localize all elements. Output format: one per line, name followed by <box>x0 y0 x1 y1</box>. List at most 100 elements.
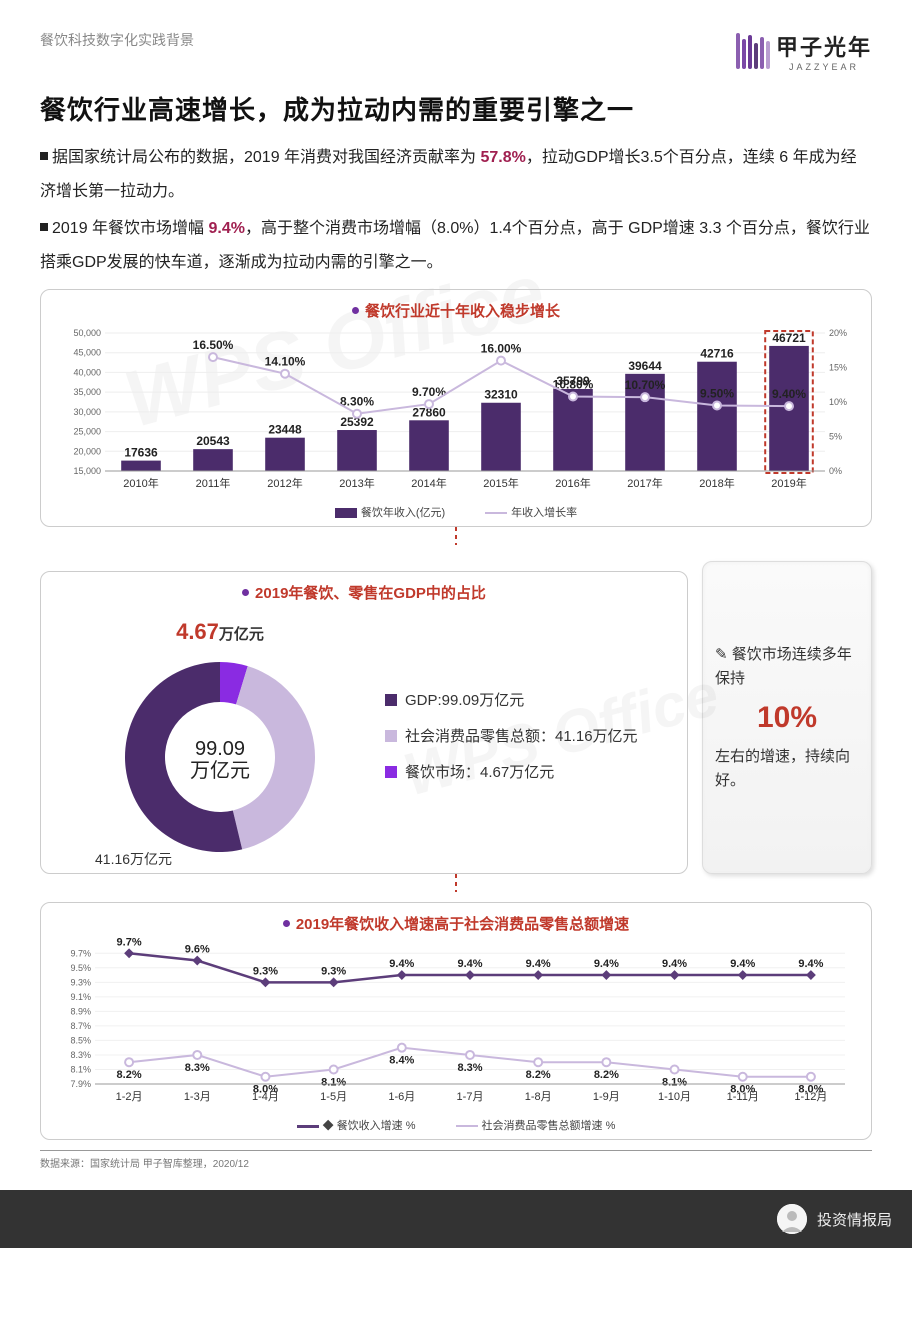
svg-text:50,000: 50,000 <box>73 328 101 338</box>
svg-text:2018年: 2018年 <box>699 476 734 490</box>
svg-text:1-8月: 1-8月 <box>525 1091 552 1103</box>
svg-text:9.40%: 9.40% <box>772 388 806 402</box>
svg-text:1-5月: 1-5月 <box>320 1091 347 1103</box>
svg-text:23448: 23448 <box>268 423 302 437</box>
line-chart-title: 2019年餐饮收入增速高于社会消费品零售总额增速 <box>55 913 857 934</box>
svg-text:9.7%: 9.7% <box>70 949 91 959</box>
svg-text:8.2%: 8.2% <box>594 1070 619 1082</box>
line-chart: 7.9%8.1%8.3%8.5%8.7%8.9%9.1%9.3%9.5%9.7%… <box>55 938 855 1108</box>
donut-chart-panel: 2019年餐饮、零售在GDP中的占比 99.09万亿元 4.67万亿元 41.16万… <box>40 571 688 874</box>
paragraph-2: 2019 年餐饮市场增幅 9.4%，高于整个消费市场增幅（8.0%）1.4个百分… <box>40 212 872 279</box>
svg-text:41.16万亿元: 41.16万亿元 <box>95 851 172 867</box>
breadcrumb: 餐饮科技数字化实践背景 <box>40 30 194 50</box>
bar-chart-title: 餐饮行业近十年收入稳步增长 <box>55 300 857 321</box>
svg-text:2010年: 2010年 <box>123 476 158 490</box>
footer-avatar <box>777 1204 807 1234</box>
line-chart-legend: ◆ 餐饮收入增速 % 社会消费品零售总额增速 % <box>55 1117 857 1133</box>
svg-text:14.10%: 14.10% <box>265 355 306 369</box>
svg-text:4.67万亿元: 4.67万亿元 <box>176 619 264 644</box>
svg-text:10.70%: 10.70% <box>625 379 666 393</box>
connector-line <box>455 527 457 545</box>
highlight-1: 57.8% <box>481 149 526 166</box>
svg-text:8.5%: 8.5% <box>70 1036 91 1046</box>
svg-text:15%: 15% <box>829 363 847 373</box>
svg-text:30,000: 30,000 <box>73 407 101 417</box>
svg-text:45,000: 45,000 <box>73 348 101 358</box>
svg-text:2017年: 2017年 <box>627 476 662 490</box>
svg-text:8.1%: 8.1% <box>321 1077 346 1089</box>
svg-text:39644: 39644 <box>628 359 662 373</box>
donut-chart: 99.09万亿元 4.67万亿元 41.16万亿元 <box>55 607 375 867</box>
footer-name: 投资情报局 <box>817 1209 892 1230</box>
svg-text:0%: 0% <box>829 466 842 476</box>
callout-line-1: ✎ 餐饮市场连续多年保持 <box>715 643 859 691</box>
bar-chart-legend: 餐饮年收入(亿元) 年收入增长率 <box>55 504 857 520</box>
svg-text:8.3%: 8.3% <box>70 1050 91 1060</box>
svg-text:32310: 32310 <box>484 388 518 402</box>
side-callout: ✎ 餐饮市场连续多年保持 10% 左右的增速，持续向好。 <box>702 561 872 874</box>
svg-text:16.00%: 16.00% <box>481 342 522 356</box>
svg-text:1-11月: 1-11月 <box>727 1091 759 1103</box>
connector-line-2 <box>455 874 457 892</box>
svg-text:万亿元: 万亿元 <box>190 759 250 782</box>
svg-text:8.1%: 8.1% <box>70 1065 91 1075</box>
footer-bar: 投资情报局 <box>0 1190 912 1248</box>
svg-text:1-10月: 1-10月 <box>658 1091 691 1103</box>
svg-text:46721: 46721 <box>772 331 806 345</box>
svg-text:2016年: 2016年 <box>555 476 590 490</box>
svg-text:2011年: 2011年 <box>196 476 231 490</box>
svg-text:40,000: 40,000 <box>73 368 101 378</box>
svg-text:25,000: 25,000 <box>73 427 101 437</box>
svg-text:9.4%: 9.4% <box>389 958 414 970</box>
svg-text:9.7%: 9.7% <box>117 938 142 948</box>
svg-text:1-6月: 1-6月 <box>388 1091 415 1103</box>
svg-text:20%: 20% <box>829 328 847 338</box>
svg-text:9.3%: 9.3% <box>70 978 91 988</box>
svg-text:99.09: 99.09 <box>195 738 245 760</box>
svg-text:8.4%: 8.4% <box>389 1055 414 1067</box>
svg-text:9.4%: 9.4% <box>730 958 755 970</box>
svg-text:9.4%: 9.4% <box>798 958 823 970</box>
svg-text:17636: 17636 <box>124 446 158 460</box>
svg-text:7.9%: 7.9% <box>70 1079 91 1089</box>
donut-chart-title: 2019年餐饮、零售在GDP中的占比 <box>55 582 673 603</box>
svg-text:1-7月: 1-7月 <box>457 1091 484 1103</box>
svg-text:20,000: 20,000 <box>73 447 101 457</box>
data-source: 数据来源：国家统计局 甲子智库整理，2020/12 <box>40 1150 872 1170</box>
svg-text:9.50%: 9.50% <box>700 387 734 401</box>
svg-text:1-9月: 1-9月 <box>593 1091 620 1103</box>
paragraph-1: 据国家统计局公布的数据，2019 年消费对我国经济贡献率为 57.8%，拉动GD… <box>40 141 872 208</box>
logo-cn: 甲子光年 <box>776 30 872 62</box>
bar-chart: 15,00020,00025,00030,00035,00040,00045,0… <box>55 325 855 495</box>
legend-bar: 餐饮年收入(亿元) <box>335 504 445 520</box>
callout-line-2: 左右的增速，持续向好。 <box>715 745 859 793</box>
legend-s1: ◆ 餐饮收入增速 % <box>297 1117 416 1133</box>
svg-text:2013年: 2013年 <box>339 476 374 490</box>
svg-text:8.1%: 8.1% <box>662 1077 687 1089</box>
svg-text:8.3%: 8.3% <box>457 1062 482 1074</box>
svg-text:2012年: 2012年 <box>267 476 302 490</box>
svg-text:9.4%: 9.4% <box>457 958 482 970</box>
svg-text:16.50%: 16.50% <box>193 339 234 353</box>
svg-text:2019年: 2019年 <box>771 476 806 490</box>
svg-text:9.4%: 9.4% <box>594 958 619 970</box>
logo-bars-icon <box>736 33 770 69</box>
highlight-2: 9.4% <box>209 220 245 237</box>
svg-text:8.3%: 8.3% <box>185 1062 210 1074</box>
svg-text:1-12月: 1-12月 <box>794 1091 827 1103</box>
bar-chart-panel: 餐饮行业近十年收入稳步增长 15,00020,00025,00030,00035… <box>40 289 872 527</box>
legend-s2: 社会消费品零售总额增速 % <box>456 1117 616 1133</box>
svg-text:9.3%: 9.3% <box>321 966 346 978</box>
header-row: 餐饮科技数字化实践背景 甲子光年 JAZZYEAR <box>40 30 872 72</box>
svg-text:5%: 5% <box>829 432 842 442</box>
line-chart-panel: 2019年餐饮收入增速高于社会消费品零售总额增速 7.9% 8.1% 8.3% 8.5… <box>40 902 872 1140</box>
svg-text:15,000: 15,000 <box>73 466 101 476</box>
svg-text:9.4%: 9.4% <box>526 958 551 970</box>
donut-legend-item: 社会消费品零售总额：41.16万亿元 <box>385 719 638 755</box>
svg-text:1-2月: 1-2月 <box>116 1091 143 1103</box>
svg-text:9.6%: 9.6% <box>185 944 210 956</box>
svg-text:20543: 20543 <box>196 435 230 449</box>
legend-line: 年收入增长率 <box>485 504 577 520</box>
bullet-icon <box>40 223 48 231</box>
svg-text:8.7%: 8.7% <box>70 1021 91 1031</box>
